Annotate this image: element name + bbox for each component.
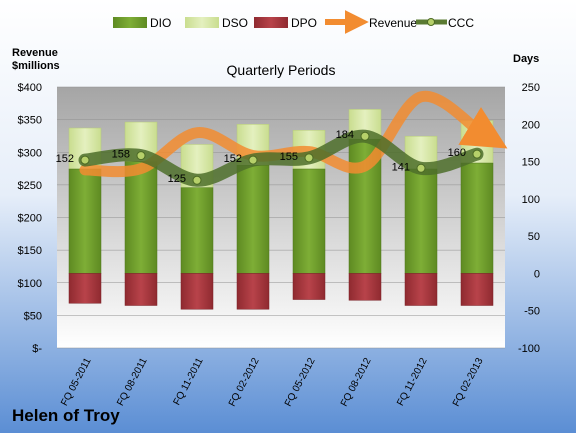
bar-dio (124, 161, 158, 274)
ccc-point (80, 155, 90, 165)
y-tick-right: 0 (534, 268, 540, 280)
chart-title: Quarterly Periods (227, 62, 336, 78)
y-axis-label-left-line: Revenue (12, 47, 58, 59)
legend: DIO DSO DPO Revenue CCC (113, 10, 474, 34)
bar-dpo (292, 273, 326, 300)
legend-label-dio: DIO (150, 16, 171, 30)
ccc-line (78, 129, 484, 187)
bar-dio (292, 168, 326, 274)
bar-dpo (180, 273, 214, 310)
ccc-data-label: 152 (56, 153, 74, 165)
company-name: Helen of Troy (12, 406, 120, 425)
y-tick-left: $50 (24, 310, 42, 322)
bar-dio (180, 187, 214, 274)
y-tick-right: 250 (522, 82, 540, 94)
y-tick-left: $- (32, 343, 42, 355)
ccc-point (304, 153, 314, 163)
y-tick-right: -100 (518, 343, 540, 355)
ccc-data-label: 152 (224, 153, 242, 165)
y-axis-label-left-line: $millions (12, 60, 60, 72)
legend-label-revenue: Revenue (369, 16, 417, 30)
y-tick-left: $300 (18, 147, 42, 159)
bar-dio (236, 165, 270, 274)
legend-swatch-dio (113, 17, 147, 28)
ccc-data-label: 160 (448, 147, 466, 159)
y-tick-right: -50 (524, 306, 540, 318)
y-tick-left: $200 (18, 213, 42, 225)
y-tick-left: $350 (18, 115, 42, 127)
y-tick-left: $250 (18, 180, 42, 192)
legend-label-dso: DSO (222, 16, 248, 30)
legend-swatch-dpo (254, 17, 288, 28)
y-axis-label-left: Revenue $millions (12, 47, 60, 72)
y-tick-left: $150 (18, 245, 42, 257)
y-tick-right: 200 (522, 119, 540, 131)
ccc-point (416, 163, 426, 173)
bar-dpo (404, 273, 438, 306)
bar-dio (68, 168, 102, 274)
bar-dio (404, 168, 438, 274)
bar-dpo (236, 273, 270, 310)
ccc-point (472, 149, 482, 159)
lines: 152 158 125 152 155 184 141 160 (56, 90, 508, 187)
ccc-data-label: 155 (280, 151, 298, 163)
y-tick-right: 150 (522, 157, 540, 169)
bar-dpo (348, 273, 382, 301)
ccc-point (136, 151, 146, 161)
legend-swatch-ccc-marker (427, 18, 435, 26)
y-tick-right: 100 (522, 194, 540, 206)
bar-dio (460, 162, 494, 274)
legend-swatch-dso (185, 17, 219, 28)
y-tick-right: 50 (528, 231, 540, 243)
y-tick-left: $400 (18, 82, 42, 94)
legend-label-dpo: DPO (291, 16, 317, 30)
ccc-point (192, 175, 202, 185)
bar-dpo (460, 273, 494, 306)
legend-label-ccc: CCC (448, 16, 474, 30)
y-axis-label-right: Days (513, 53, 539, 65)
ccc-data-label: 158 (112, 149, 130, 161)
ccc-data-label: 141 (392, 161, 410, 173)
bar-dpo (68, 273, 102, 304)
ccc-point (360, 131, 370, 141)
ccc-data-label: 184 (336, 129, 354, 141)
y-tick-left: $100 (18, 278, 42, 290)
ccc-data-label: 125 (168, 173, 186, 185)
bar-dpo (124, 273, 158, 306)
ccc-point (248, 155, 258, 165)
